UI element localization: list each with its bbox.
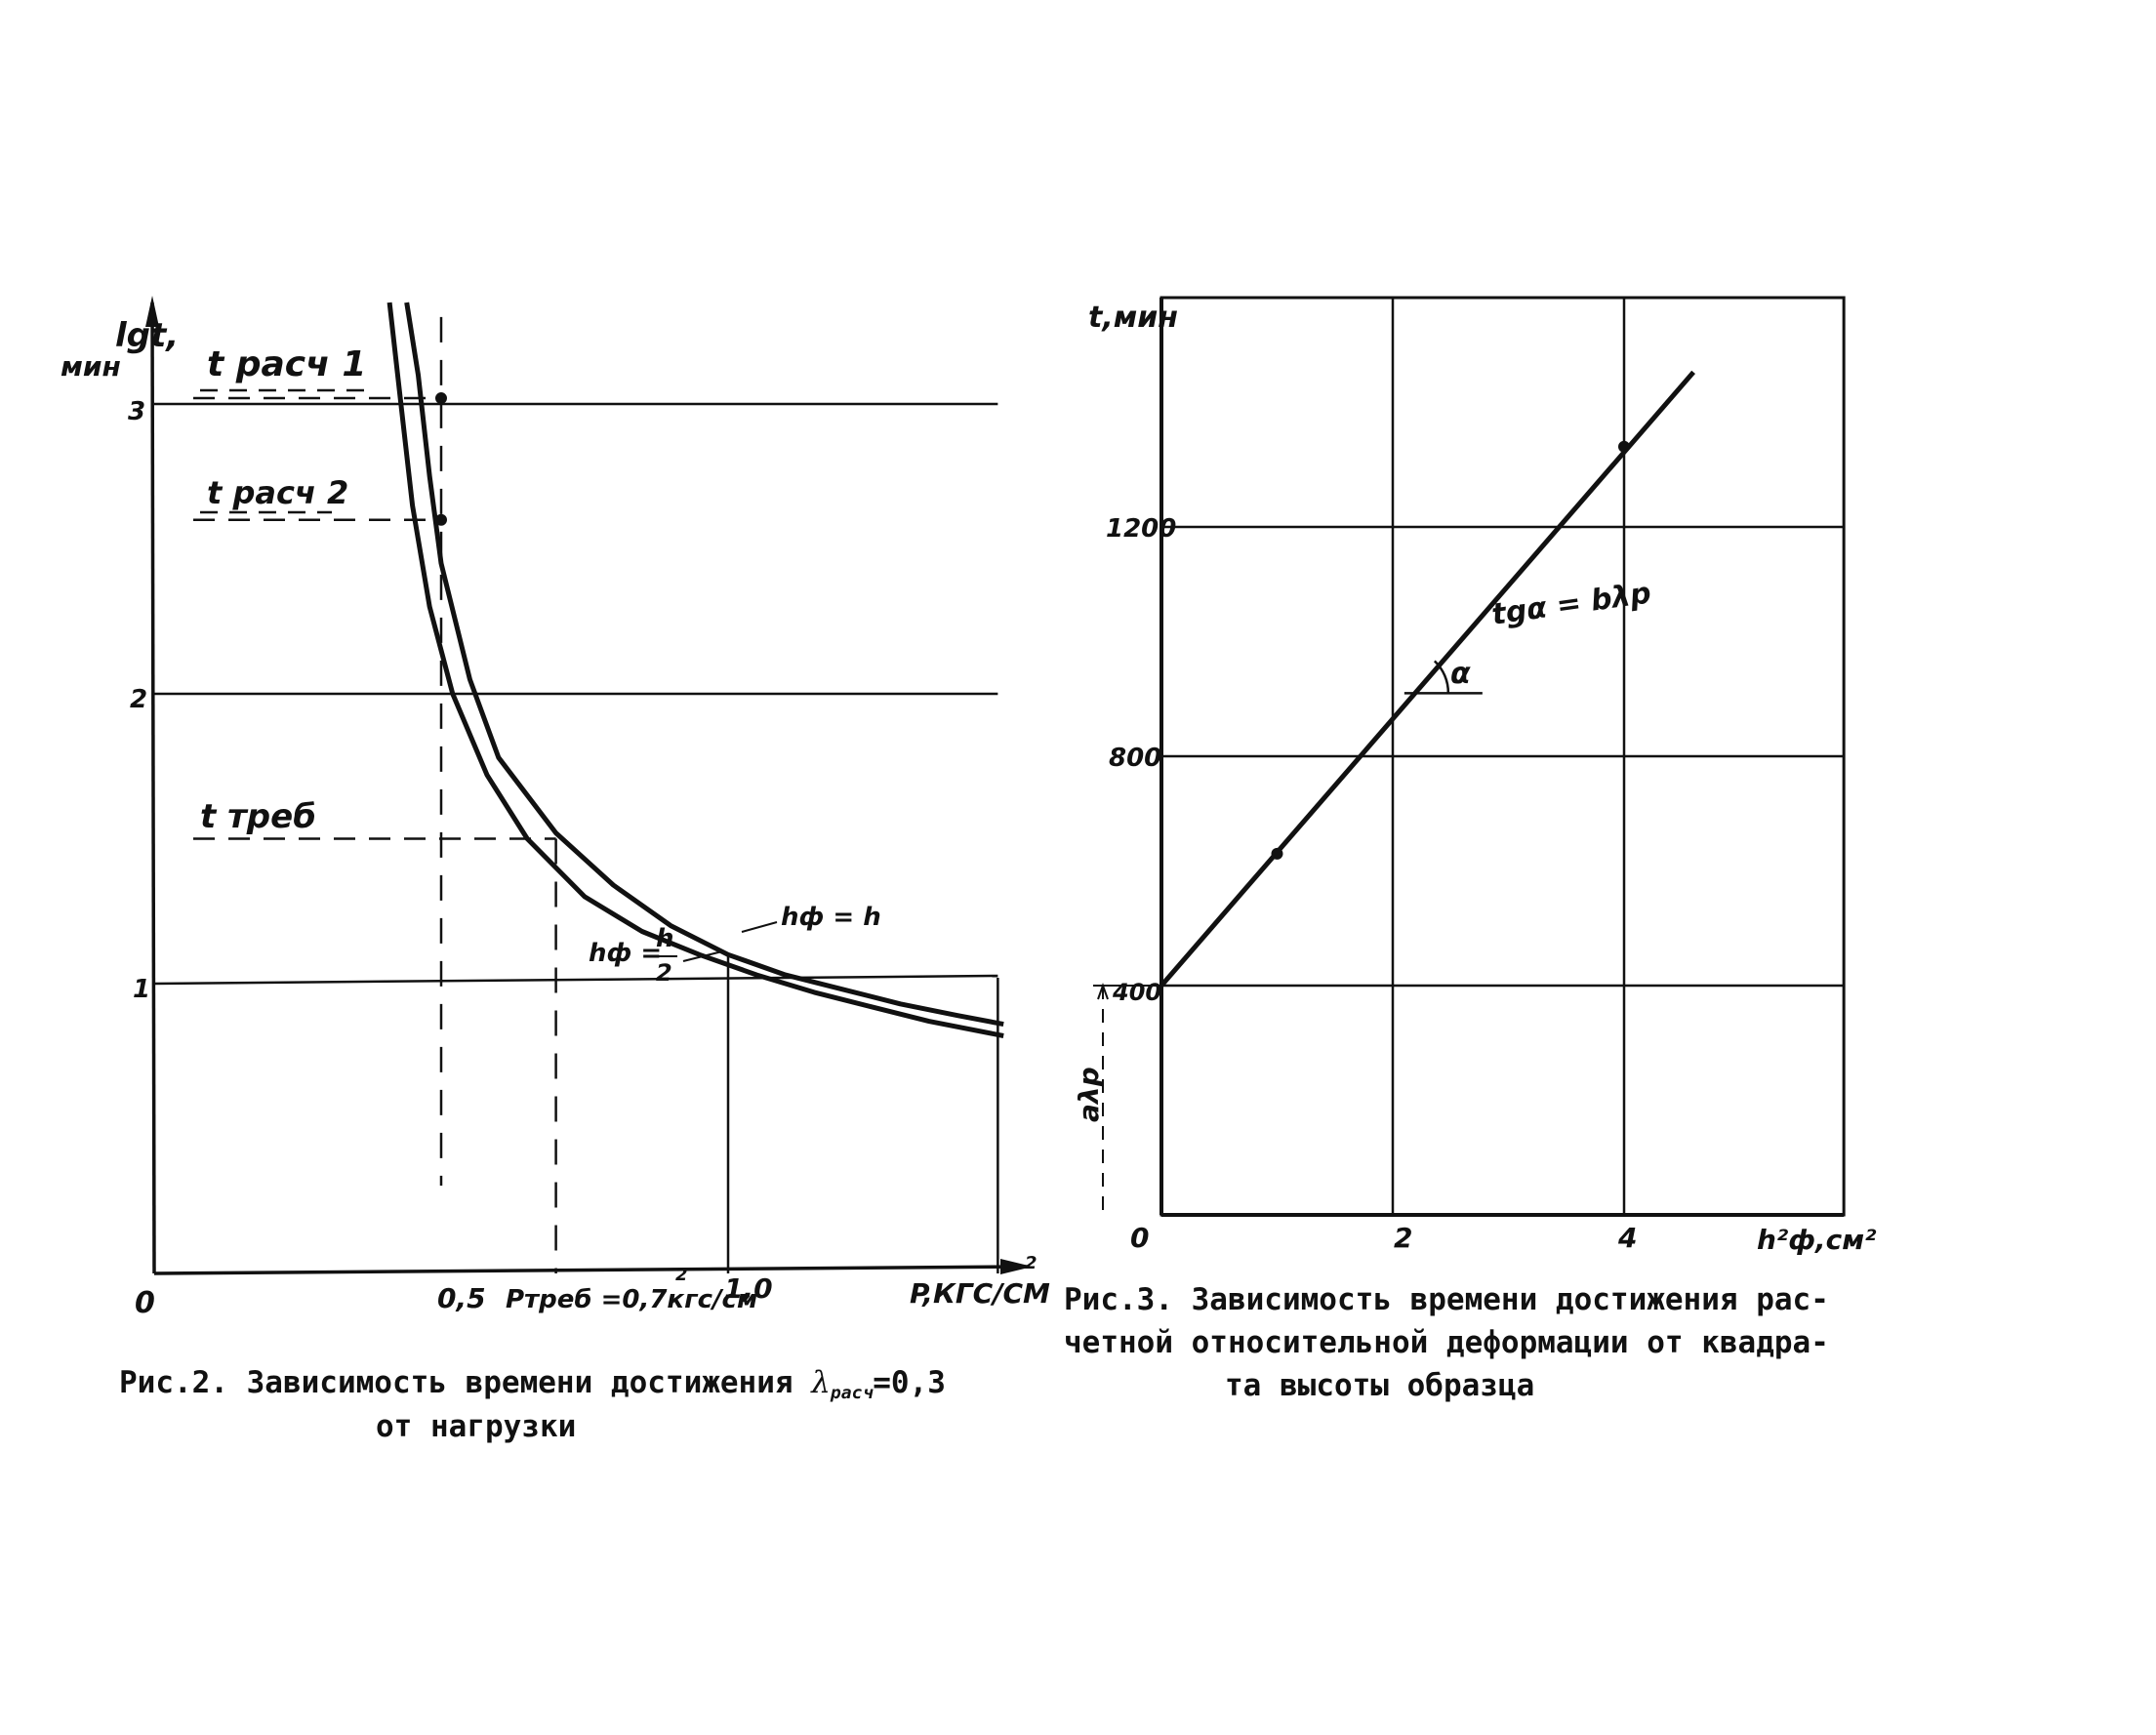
caption-text: Рис.2. Зависимость времени достижения xyxy=(119,1365,793,1400)
fig2-gridline-h xyxy=(153,974,998,986)
fig3-y-tick-label: 800 xyxy=(1109,744,1161,773)
fig3-y-axis-label: t,мин xyxy=(1088,301,1178,335)
fig2-x-axis-arrow xyxy=(1000,1259,1033,1274)
fig3-marked-points xyxy=(1271,440,1630,860)
fig2-axes xyxy=(145,296,1033,1275)
fig3-data-point xyxy=(1271,847,1283,860)
fig2-x-axis xyxy=(153,1265,1031,1275)
fig2-y-axis-label: lgt, xyxy=(115,316,179,355)
fig3-x-tick-label: 0 xyxy=(1130,1222,1149,1254)
fig2-x-axis-label: P,КГС/СМ xyxy=(910,1277,1050,1310)
fig3-x-axis-label: h²ф,см² xyxy=(1757,1224,1877,1256)
fig2-annotation-hf-h2-numerator: h xyxy=(656,924,674,953)
fig2-x-tick-label: 0,5 xyxy=(437,1282,486,1314)
fig3-data-point xyxy=(1618,440,1630,453)
fig2-y-tick-label: 1 xyxy=(133,975,150,1004)
fig3-annotation-intercept: aλр xyxy=(1073,1067,1105,1122)
fig2-series xyxy=(386,302,1004,1038)
caption-line: Рис.3. Зависимость времени достижения ра… xyxy=(1064,1282,1829,1317)
lambda-symbol: λ xyxy=(811,1365,831,1400)
fig2-x-tick-label: 1,0 xyxy=(724,1272,773,1305)
fig3-series-line xyxy=(1159,370,1695,988)
fig2-marked-points xyxy=(435,392,447,526)
fig2-data-point xyxy=(435,513,447,526)
fig2-annotation-p-treb: Pтреб =0,7кгс/см xyxy=(506,1285,757,1314)
fig3-x-tick-label: 2 xyxy=(1394,1222,1412,1254)
fig2-y-axis-arrow xyxy=(145,296,159,327)
fig2-origin-label: 0 xyxy=(135,1286,155,1320)
fig2-annotation-hf-h2-left: hф = xyxy=(589,939,662,968)
fig3-series xyxy=(1159,370,1695,988)
caption-value: =0,3 xyxy=(873,1365,946,1400)
fig3-y-tick-label: 1200 xyxy=(1106,514,1176,544)
fig2-grid xyxy=(153,402,999,1273)
fig2-annotation-hf-h2-denominator: 2 xyxy=(656,959,672,987)
fig2-annotation-p-treb-exponent: 2 xyxy=(675,1265,688,1285)
figure-3-caption: Рис.3. Зависимость времени достижения ра… xyxy=(1064,1278,2089,1407)
caption-text: от нагрузки xyxy=(376,1409,577,1444)
caption-line: четной относительной деформации от квадр… xyxy=(1064,1325,1829,1360)
fig2-annotation-t-treb: t треб xyxy=(200,797,316,836)
fig3-annotation-alpha: α xyxy=(1450,657,1471,691)
lambda-subscript: расч xyxy=(830,1383,874,1403)
fig2-y-tick-label: 2 xyxy=(130,685,147,714)
fig3-annotation-slope: tgα = bλр xyxy=(1489,576,1653,632)
fig2-y-axis-unit: мин xyxy=(61,350,121,383)
fig2-y-axis xyxy=(150,302,156,1274)
caption-line: та высоты образца xyxy=(1225,1368,1535,1403)
fig2-series-line xyxy=(386,302,1004,1038)
figure-2-chart: lgt, мин P,КГС/СМ 2 0 0,5 1,0 1 2 3 t ра… xyxy=(61,296,1050,1320)
fig2-reference-lines xyxy=(193,316,778,1273)
figure-2-caption-line-2: от нагрузки xyxy=(376,1405,864,1448)
fig2-annotation-hf-h: hф = h xyxy=(781,903,881,932)
fig3-grid xyxy=(1159,296,1846,1217)
fig2-annotation-t-rasch-1: t расч 1 xyxy=(207,344,366,384)
figure-3-chart: t,мин h²ф,см² 0 2 4 400 800 1200 tgα = b… xyxy=(1073,296,1877,1256)
fig2-data-point xyxy=(435,392,447,405)
fig3-intercept-marker xyxy=(1093,660,1483,1215)
fig3-x-tick-label: 4 xyxy=(1617,1222,1637,1254)
fig2-x-axis-label-exponent: 2 xyxy=(1025,1253,1037,1273)
fig2-series-line xyxy=(404,302,1004,1028)
fig3-y-tick-label: 400 xyxy=(1112,979,1161,1006)
figure-2-caption-line-1: Рис.2. Зависимость времени достижения λр… xyxy=(119,1361,1056,1415)
fig2-y-tick-label: 3 xyxy=(128,397,145,426)
fig2-annotation-t-rasch-2: t расч 2 xyxy=(207,474,348,511)
fig3-angle-arc xyxy=(1433,660,1450,694)
fig2-annotation-leader xyxy=(741,921,778,933)
